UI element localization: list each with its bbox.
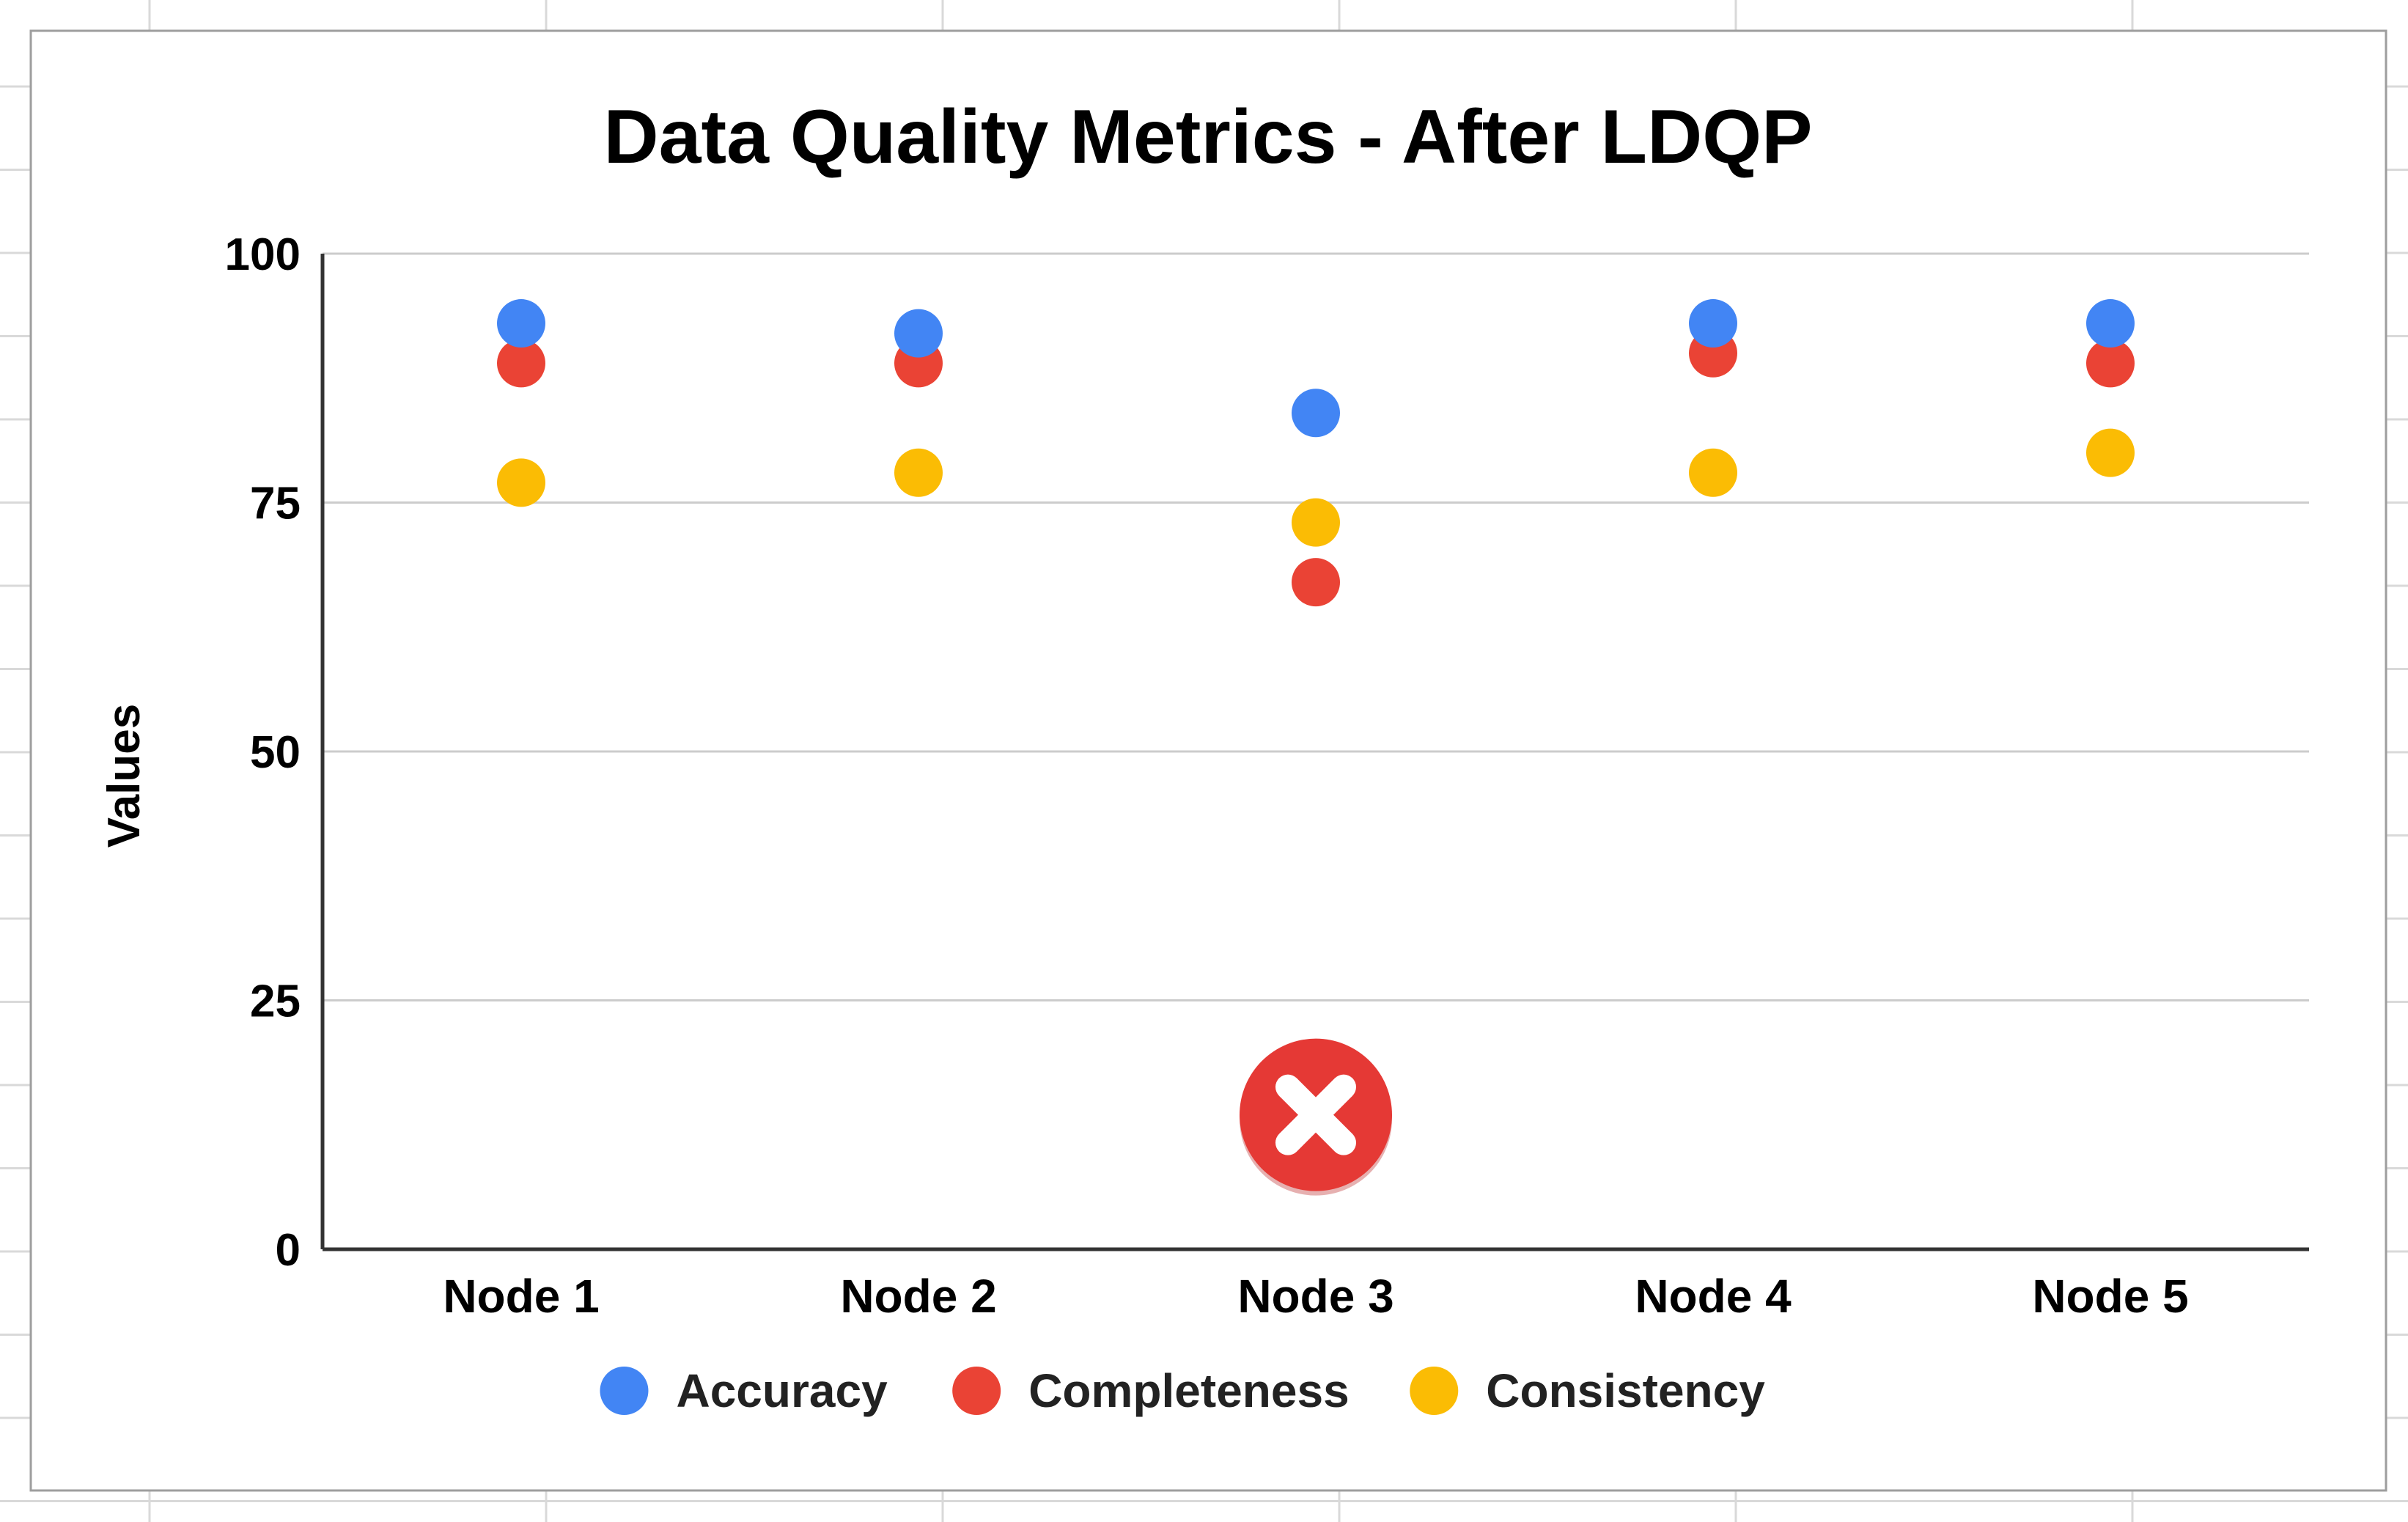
y-tick-label: 50	[250, 727, 301, 778]
consistency-point	[1689, 448, 1737, 497]
x-tick-label: Node 5	[2032, 1270, 2188, 1323]
legend-swatch-consistency	[1410, 1367, 1459, 1415]
x-axis-ticks: Node 1 Node 2 Node 3 Node 4 Node 5	[443, 1270, 2188, 1323]
y-tick-label: 75	[250, 479, 301, 529]
accuracy-point	[894, 309, 943, 358]
chart-title: Data Quality Metrics - After LDQP	[604, 95, 1813, 180]
consistency-point	[1292, 498, 1340, 547]
completeness-point	[1292, 558, 1340, 607]
y-axis-ticks: 0 25 50 75 100	[225, 229, 301, 1276]
data-points	[497, 299, 2135, 607]
completeness-point	[497, 339, 545, 388]
accuracy-point	[497, 299, 545, 348]
error-icon-cross-b	[1275, 1074, 1356, 1155]
legend-label-consistency: Consistency	[1486, 1364, 1765, 1417]
error-x-icon	[1240, 1038, 1392, 1196]
consistency-point	[894, 448, 943, 497]
accuracy-point	[2086, 299, 2135, 348]
y-tick-label: 100	[225, 229, 301, 280]
accuracy-point	[1292, 389, 1340, 438]
consistency-point	[497, 458, 545, 507]
legend-label-accuracy: Accuracy	[676, 1364, 888, 1417]
completeness-point	[2086, 339, 2135, 388]
y-tick-label: 25	[250, 977, 301, 1027]
legend-swatch-completeness	[952, 1367, 1001, 1415]
x-tick-label: Node 1	[443, 1270, 599, 1323]
legend: Accuracy Completeness Consistency	[600, 1364, 1765, 1417]
x-tick-label: Node 3	[1237, 1270, 1393, 1323]
consistency-point	[2086, 428, 2135, 477]
chart-frame[interactable]	[29, 29, 2387, 1492]
legend-swatch-accuracy	[600, 1367, 649, 1415]
y-axis-label: Values	[99, 704, 150, 848]
legend-label-completeness: Completeness	[1028, 1364, 1349, 1417]
x-tick-label: Node 4	[1635, 1270, 1792, 1323]
y-tick-label: 0	[276, 1225, 301, 1276]
accuracy-point	[1689, 299, 1737, 348]
x-tick-label: Node 2	[840, 1270, 996, 1323]
